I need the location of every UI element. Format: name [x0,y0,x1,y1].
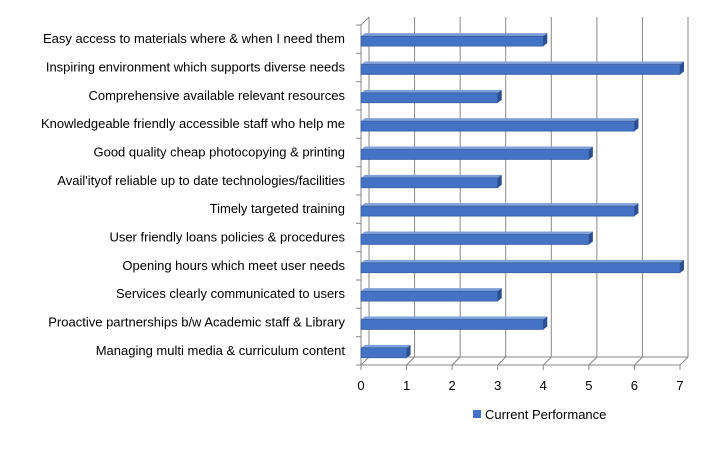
x-tick-label: 7 [676,378,683,393]
x-tick-label: 1 [403,378,410,393]
bar-front-face [360,35,544,47]
category-label: User friendly loans policies & procedure… [109,230,345,245]
bar [360,118,639,132]
bar-end-face [588,231,593,245]
bar [360,344,411,359]
bar-end-face [497,174,502,188]
category-label: Knowledgeable friendly accessible staff … [41,116,345,131]
bar-front-face [360,347,407,359]
legend-swatch [473,410,481,418]
bar-front-face [360,120,635,132]
bar-front-face [360,64,681,75]
bar [360,146,593,160]
bar-end-face [588,146,593,160]
bar-end-face [543,316,548,330]
category-label: Managing multi media & curriculum conten… [96,343,346,358]
bar [360,61,684,75]
category-label: Timely targeted training [210,201,345,216]
bar-front-face [360,319,544,330]
floor-line [588,356,598,366]
x-tick-label: 4 [540,378,547,393]
bar-end-face [634,203,639,217]
floor-line [406,356,415,366]
bar [360,259,684,274]
bar [360,231,593,245]
category-label: Easy access to materials where & when I … [43,31,345,46]
floor-line [360,356,370,366]
bar-front-face [360,262,681,274]
bar-end-face [406,344,411,358]
bar-top-face [361,174,502,178]
category-label: Opening hours which meet user needs [122,258,345,273]
bar [360,288,502,302]
x-tick-label: 0 [357,378,364,393]
bar-top-face [361,231,593,235]
floor-line [679,356,689,366]
bar-front-face [360,92,499,104]
bar-front-face [360,177,499,189]
wall-top-line [360,16,370,26]
bar-top-face [361,288,502,292]
bar-top-face [361,146,593,150]
bar [360,33,548,47]
legend-label: Current Performance [485,407,606,422]
category-label: Good quality cheap photocopying & printi… [93,145,345,160]
x-tick-labels: 0 1 2 3 4 5 6 7 [357,378,683,393]
x-tick-label: 2 [449,378,456,393]
bar-top-face [361,61,684,65]
category-label: Comprehensive available relevant resourc… [88,88,345,103]
bar-top-face [361,33,548,37]
bar-top-face [361,203,639,207]
bar-front-face [360,234,590,245]
bar-top-face [361,316,548,320]
x-tick-label: 3 [494,378,501,393]
category-label: Proactive partnerships b/w Academic staf… [48,315,345,330]
category-label: Avail'ityof reliable up to date technolo… [57,173,345,188]
category-labels: Easy access to materials where & when I … [41,31,345,358]
bar-front-face [360,290,499,302]
axes [356,24,681,370]
bar-top-face [361,118,639,122]
bar-end-face [680,61,684,75]
bar-end-face [497,288,502,302]
bar-top-face [361,259,684,263]
category-label: Services clearly communicated to users [116,286,346,301]
bar-front-face [360,149,590,160]
bar [360,316,548,330]
bars [360,33,684,359]
floor-line [542,356,552,366]
bar-top-face [361,344,411,348]
legend: Current Performance [473,407,606,422]
bar-end-face [634,118,639,132]
category-label: Inspiring environment which supports div… [46,60,346,75]
bar-top-face [361,89,502,93]
x-tick-label: 6 [631,378,638,393]
floor-line [451,356,461,366]
bar-end-face [543,33,548,47]
floor-line [497,356,507,366]
bar-front-face [360,205,635,217]
floor-line [634,356,643,366]
bar-end-face [497,89,502,103]
bar [360,174,502,189]
x-tick-label: 5 [585,378,592,393]
bar-end-face [680,259,684,273]
bar [360,203,639,217]
bar [360,89,502,104]
